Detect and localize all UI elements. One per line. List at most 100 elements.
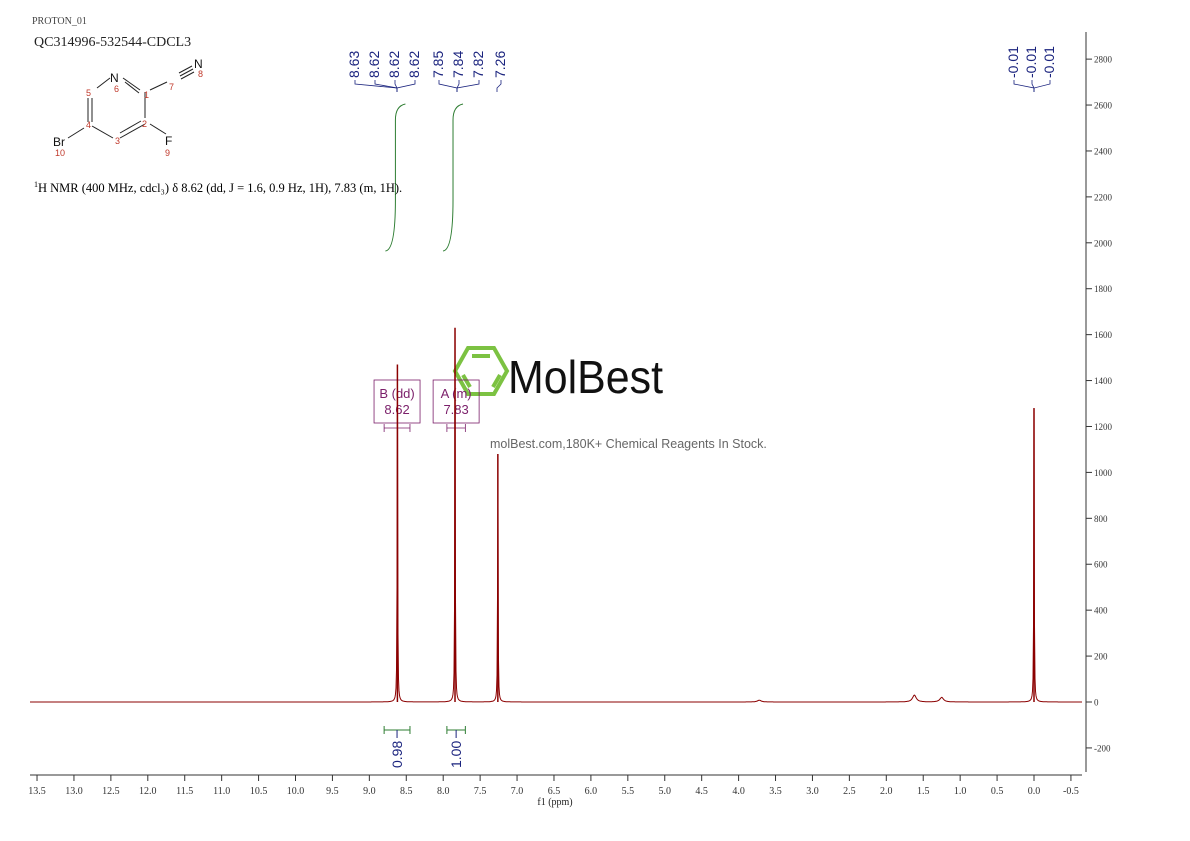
peak-label: 7.26 [492, 51, 508, 78]
x-tick-label: 7.5 [474, 786, 487, 797]
peak-label-connector [496, 80, 502, 92]
svg-text:9: 9 [165, 148, 170, 158]
x-tick-label: 7.0 [511, 786, 524, 797]
peak-label-connector [1033, 80, 1051, 92]
svg-text:4: 4 [86, 120, 91, 130]
svg-text:3: 3 [115, 136, 120, 146]
y-tick-label: 1800 [1094, 284, 1113, 294]
multiplet-label: A (m) [441, 386, 472, 401]
svg-text:6: 6 [114, 84, 119, 94]
multiplet-shift: 7.83 [443, 402, 468, 417]
y-tick-label: -200 [1094, 743, 1111, 753]
y-tick-label: 1400 [1094, 376, 1113, 386]
peak-label: 8.62 [366, 51, 382, 78]
x-tick-label: 9.0 [363, 786, 376, 797]
x-tick-label: 6.0 [585, 786, 598, 797]
x-tick-label: 8.5 [400, 786, 413, 797]
integral-curve [385, 103, 406, 252]
watermark-tagline: molBest.com,180K+ Chemical Reagents In S… [490, 437, 767, 451]
y-tick-label: 400 [1094, 606, 1108, 616]
y-tick-label: 0 [1094, 698, 1099, 708]
y-tick-label: 2000 [1094, 238, 1113, 248]
peak-label: -0.01 [1005, 46, 1021, 78]
peak-label-connector [1013, 80, 1035, 92]
peak-label-connector [396, 80, 416, 92]
svg-text:7: 7 [169, 82, 174, 92]
atom-numbers: 1 2 3 4 5 6 7 8 9 10 [55, 69, 203, 158]
peak-label: -0.01 [1023, 46, 1039, 78]
x-tick-label: 2.5 [843, 786, 856, 797]
peak-marks [396, 327, 1035, 702]
x-tick-label: -0.5 [1063, 786, 1079, 797]
y-tick-label: 1000 [1094, 468, 1113, 478]
svg-text:F: F [165, 134, 172, 148]
x-tick-label: 1.5 [917, 786, 930, 797]
peak-label: 8.62 [386, 51, 402, 78]
y-tick-label: 2200 [1094, 192, 1113, 202]
x-tick-label: 10.5 [250, 786, 268, 797]
multiplet-boxes: B (dd)8.62A (m)7.83 [373, 379, 480, 432]
x-tick-label: 12.5 [102, 786, 120, 797]
molecule-atoms: N N Br F [53, 57, 203, 149]
y-tick-label: 2400 [1094, 146, 1113, 156]
peak-label: 7.82 [470, 51, 486, 78]
y-tick-label: 800 [1094, 514, 1108, 524]
integral-curves: 0.98 1.00 [383, 103, 466, 768]
peak-label-connector [354, 80, 398, 92]
y-tick-label: 200 [1094, 652, 1108, 662]
x-tick-label: 5.0 [659, 786, 672, 797]
integral-curve [442, 103, 464, 252]
integral-value: 0.98 [389, 741, 405, 768]
molecule-structure [67, 65, 195, 139]
integral-value: 1.00 [448, 741, 464, 768]
svg-text:10: 10 [55, 148, 65, 158]
peak-labels: 8.63 8.62 8.62 8.62 7.85 7.84 7.82 7.26 -0.01 -0.… [346, 46, 1057, 92]
svg-text:Br: Br [53, 135, 65, 149]
peak-label: 8.62 [406, 51, 422, 78]
x-tick-label: 3.0 [806, 786, 819, 797]
x-tick-label: 3.5 [769, 786, 782, 797]
svg-text:N: N [194, 57, 203, 71]
x-tick-label: 0.0 [1028, 786, 1041, 797]
x-tick-label: 6.5 [548, 786, 561, 797]
x-tick-label: 11.5 [176, 786, 193, 797]
x-tick-label: 12.0 [139, 786, 157, 797]
spectrum-line [30, 328, 1082, 703]
multiplet-box [432, 379, 480, 424]
x-tick-label: 13.5 [28, 786, 46, 797]
y-tick-label: 2800 [1094, 55, 1113, 65]
peak-label: -0.01 [1041, 46, 1057, 78]
svg-text:1: 1 [144, 90, 149, 100]
peak-label: 8.63 [346, 51, 362, 78]
watermark-brand: MolBest [508, 351, 663, 403]
svg-text:N: N [110, 71, 119, 85]
x-tick-label: 5.5 [622, 786, 635, 797]
x-tick-label: 8.0 [437, 786, 450, 797]
peak-label: 7.84 [450, 51, 466, 78]
x-tick-label: 1.0 [954, 786, 967, 797]
x-tick-label: 10.0 [287, 786, 305, 797]
svg-text:8: 8 [198, 69, 203, 79]
x-tick-label: 4.5 [695, 786, 708, 797]
svg-text:5: 5 [86, 88, 91, 98]
peak-label-connector [438, 80, 458, 92]
x-tick-label: 4.0 [732, 786, 745, 797]
x-tick-label: 13.0 [65, 786, 83, 797]
y-tick-label: 600 [1094, 560, 1108, 570]
x-tick-label: 9.5 [326, 786, 339, 797]
x-tick-label: 2.0 [880, 786, 893, 797]
x-tick-label: 0.5 [991, 786, 1004, 797]
x-axis-label: f1 (ppm) [537, 797, 572, 808]
y-axis: -200 0 200 400 600 800 1000 1200 1400 1600 1800 200… [1085, 32, 1113, 772]
peak-label-connector [456, 80, 480, 92]
x-axis: 13.5 13.0 12.5 12.0 11.5 11.0 10.5 10.0 9.5 9.0 8.… [28, 774, 1082, 797]
y-tick-label: 2600 [1094, 101, 1113, 111]
y-tick-label: 1600 [1094, 330, 1113, 340]
sample-name: QC314996-532544-CDCL3 [34, 35, 191, 50]
nmr-description: 1H NMR (400 MHz, cdcl₃) δ 8.62 (dd, J = … [34, 180, 403, 196]
x-tick-label: 11.0 [213, 786, 230, 797]
experiment-name: PROTON_01 [32, 16, 87, 27]
y-tick-label: 1200 [1094, 422, 1113, 432]
svg-text:2: 2 [142, 119, 147, 129]
